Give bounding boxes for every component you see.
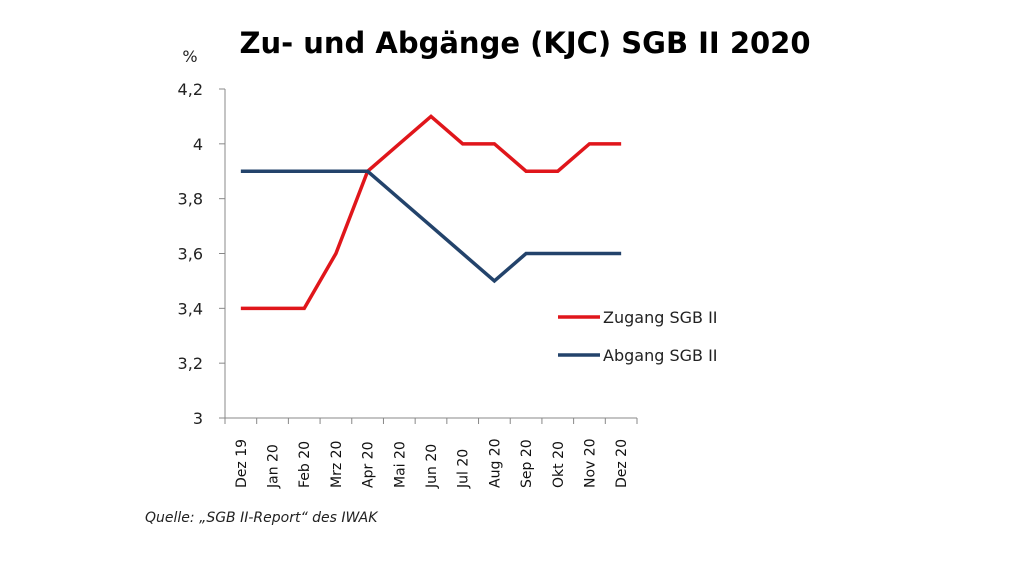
series-line-zugang [240, 114, 622, 311]
y-tick-label: 4,2 [178, 80, 203, 99]
x-tick-label: Sep 20 [519, 439, 535, 488]
x-tick-label: Dez 20 [614, 439, 630, 488]
source-note: Quelle: „SGB II-Report“ des IWAK [145, 510, 379, 526]
x-tick-label: Okt 20 [551, 441, 567, 488]
y-tick-label: 3,2 [178, 354, 203, 373]
y-tick-label: 3,8 [178, 190, 203, 209]
y-axis-label: % [182, 47, 197, 66]
x-tick-label: Mrz 20 [329, 441, 345, 488]
series-line-abgang [240, 169, 622, 284]
x-tick-label: Dez 19 [234, 439, 250, 488]
x-tick-label: Apr 20 [361, 442, 377, 488]
x-tick-label: Feb 20 [297, 441, 313, 488]
y-tick-label: 3,6 [178, 245, 203, 264]
y-tick-label: 4 [193, 135, 203, 154]
x-tick-label: Mai 20 [392, 441, 408, 488]
legend-label: Abgang SGB II [603, 346, 718, 365]
chart-title: Zu- und Abgänge (KJC) SGB II 2020 [239, 26, 810, 60]
y-tick-label: 3,4 [178, 299, 203, 318]
x-tick-label: Nov 20 [582, 438, 598, 488]
x-tick-label: Aug 20 [487, 438, 503, 488]
y-tick-label: 3 [193, 409, 203, 428]
x-tick-label: Jun 20 [424, 444, 440, 489]
legend-label: Zugang SGB II [603, 308, 718, 327]
x-tick-label: Jul 20 [456, 449, 472, 489]
x-tick-label: Jan 20 [266, 444, 282, 489]
